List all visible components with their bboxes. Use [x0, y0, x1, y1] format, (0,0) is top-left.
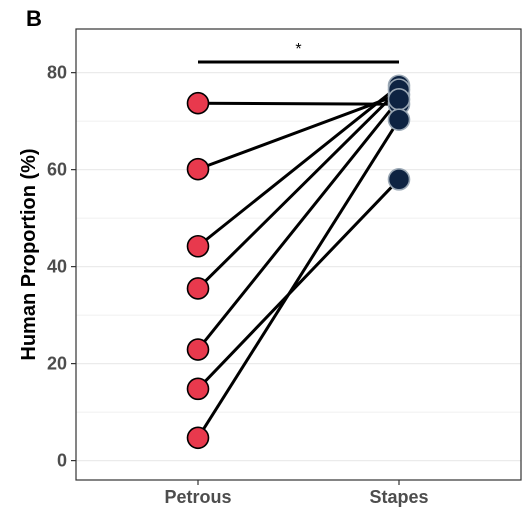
panel-label: B	[26, 6, 42, 31]
petrous-point	[186, 277, 210, 300]
plot-border	[75, 28, 522, 481]
pair-line	[197, 101, 400, 106]
petrous-point	[186, 234, 210, 258]
y-tick-label: 40	[47, 257, 67, 277]
pair-line	[196, 118, 401, 439]
petrous-point	[186, 377, 210, 401]
pair-line	[197, 84, 400, 248]
pair-line	[196, 98, 401, 351]
pair-line	[196, 178, 401, 390]
y-tick-label: 0	[57, 451, 67, 471]
petrous-point	[186, 426, 210, 450]
pair-line	[196, 88, 401, 290]
x-tick-label: Stapes	[369, 487, 428, 507]
stapes-point	[387, 108, 411, 131]
x-tick-label: Petrous	[164, 487, 231, 507]
stapes-point	[387, 168, 411, 191]
y-tick-label: 20	[47, 354, 67, 374]
petrous-point	[186, 157, 210, 181]
pair-line	[197, 93, 400, 171]
y-axis-title: Human Proportion (%)	[18, 148, 40, 360]
stapes-point	[387, 88, 411, 111]
y-tick-label: 80	[47, 63, 67, 83]
petrous-point	[186, 91, 210, 115]
significance-label: *	[295, 41, 301, 58]
petrous-point	[186, 338, 210, 361]
y-tick-label: 60	[47, 160, 67, 180]
